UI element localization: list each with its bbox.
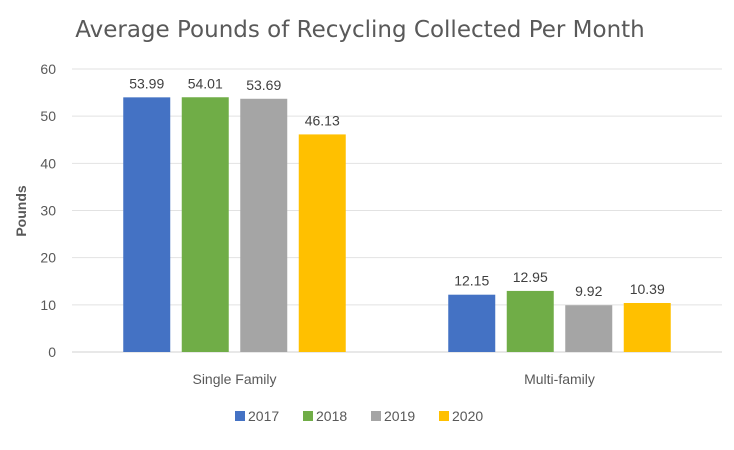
legend-item-2017: 2017 xyxy=(235,408,279,424)
bar-2018-single-family xyxy=(181,97,229,352)
bar-2018-multi-family xyxy=(506,290,554,352)
x-category-label: Single Family xyxy=(192,371,276,387)
legend: 2017 2018 2019 2020 xyxy=(235,408,483,424)
bar-2020-multi-family xyxy=(623,302,671,352)
y-tick-label: 30 xyxy=(40,203,56,219)
data-label: 54.01 xyxy=(188,75,223,91)
y-axis-ticks: 0 10 20 30 40 50 60 xyxy=(40,61,56,360)
data-label: 9.92 xyxy=(575,283,602,299)
y-tick-label: 40 xyxy=(40,155,56,171)
data-label: 12.15 xyxy=(454,273,489,289)
bar-2017-multi-family xyxy=(448,294,496,352)
data-label: 53.99 xyxy=(129,75,164,91)
legend-swatch xyxy=(371,411,381,421)
y-tick-label: 0 xyxy=(48,344,56,360)
gridlines xyxy=(72,68,722,353)
y-tick-label: 60 xyxy=(40,61,56,77)
legend-item-2020: 2020 xyxy=(439,408,483,424)
data-label: 12.95 xyxy=(513,269,548,285)
chart-title: Average Pounds of Recycling Collected Pe… xyxy=(75,17,645,43)
x-axis-categories: Single Family Multi-family xyxy=(192,371,594,387)
legend-swatch xyxy=(235,411,245,421)
legend-swatch xyxy=(303,411,313,421)
y-tick-label: 20 xyxy=(40,250,56,266)
bar-2020-single-family xyxy=(298,134,346,352)
y-tick-label: 10 xyxy=(40,297,56,313)
legend-swatch xyxy=(439,411,449,421)
legend-label: 2019 xyxy=(384,408,415,424)
data-label: 10.39 xyxy=(630,281,665,297)
data-labels: 53.99 54.01 53.69 46.13 12.15 12.95 9.92 10.39 xyxy=(129,75,665,299)
x-category-label: Multi-family xyxy=(524,371,595,387)
bar-2019-single-family xyxy=(240,98,288,352)
data-label: 53.69 xyxy=(246,77,281,93)
data-label: 46.13 xyxy=(305,112,340,128)
legend-label: 2018 xyxy=(316,408,347,424)
bars xyxy=(123,97,671,352)
y-tick-label: 50 xyxy=(40,108,56,124)
legend-label: 2017 xyxy=(248,408,279,424)
bar-2019-multi-family xyxy=(565,305,613,352)
bar-2017-single-family xyxy=(123,97,171,352)
legend-label: 2020 xyxy=(452,408,483,424)
legend-item-2019: 2019 xyxy=(371,408,415,424)
legend-item-2018: 2018 xyxy=(303,408,347,424)
y-axis-label: Pounds xyxy=(13,185,29,237)
